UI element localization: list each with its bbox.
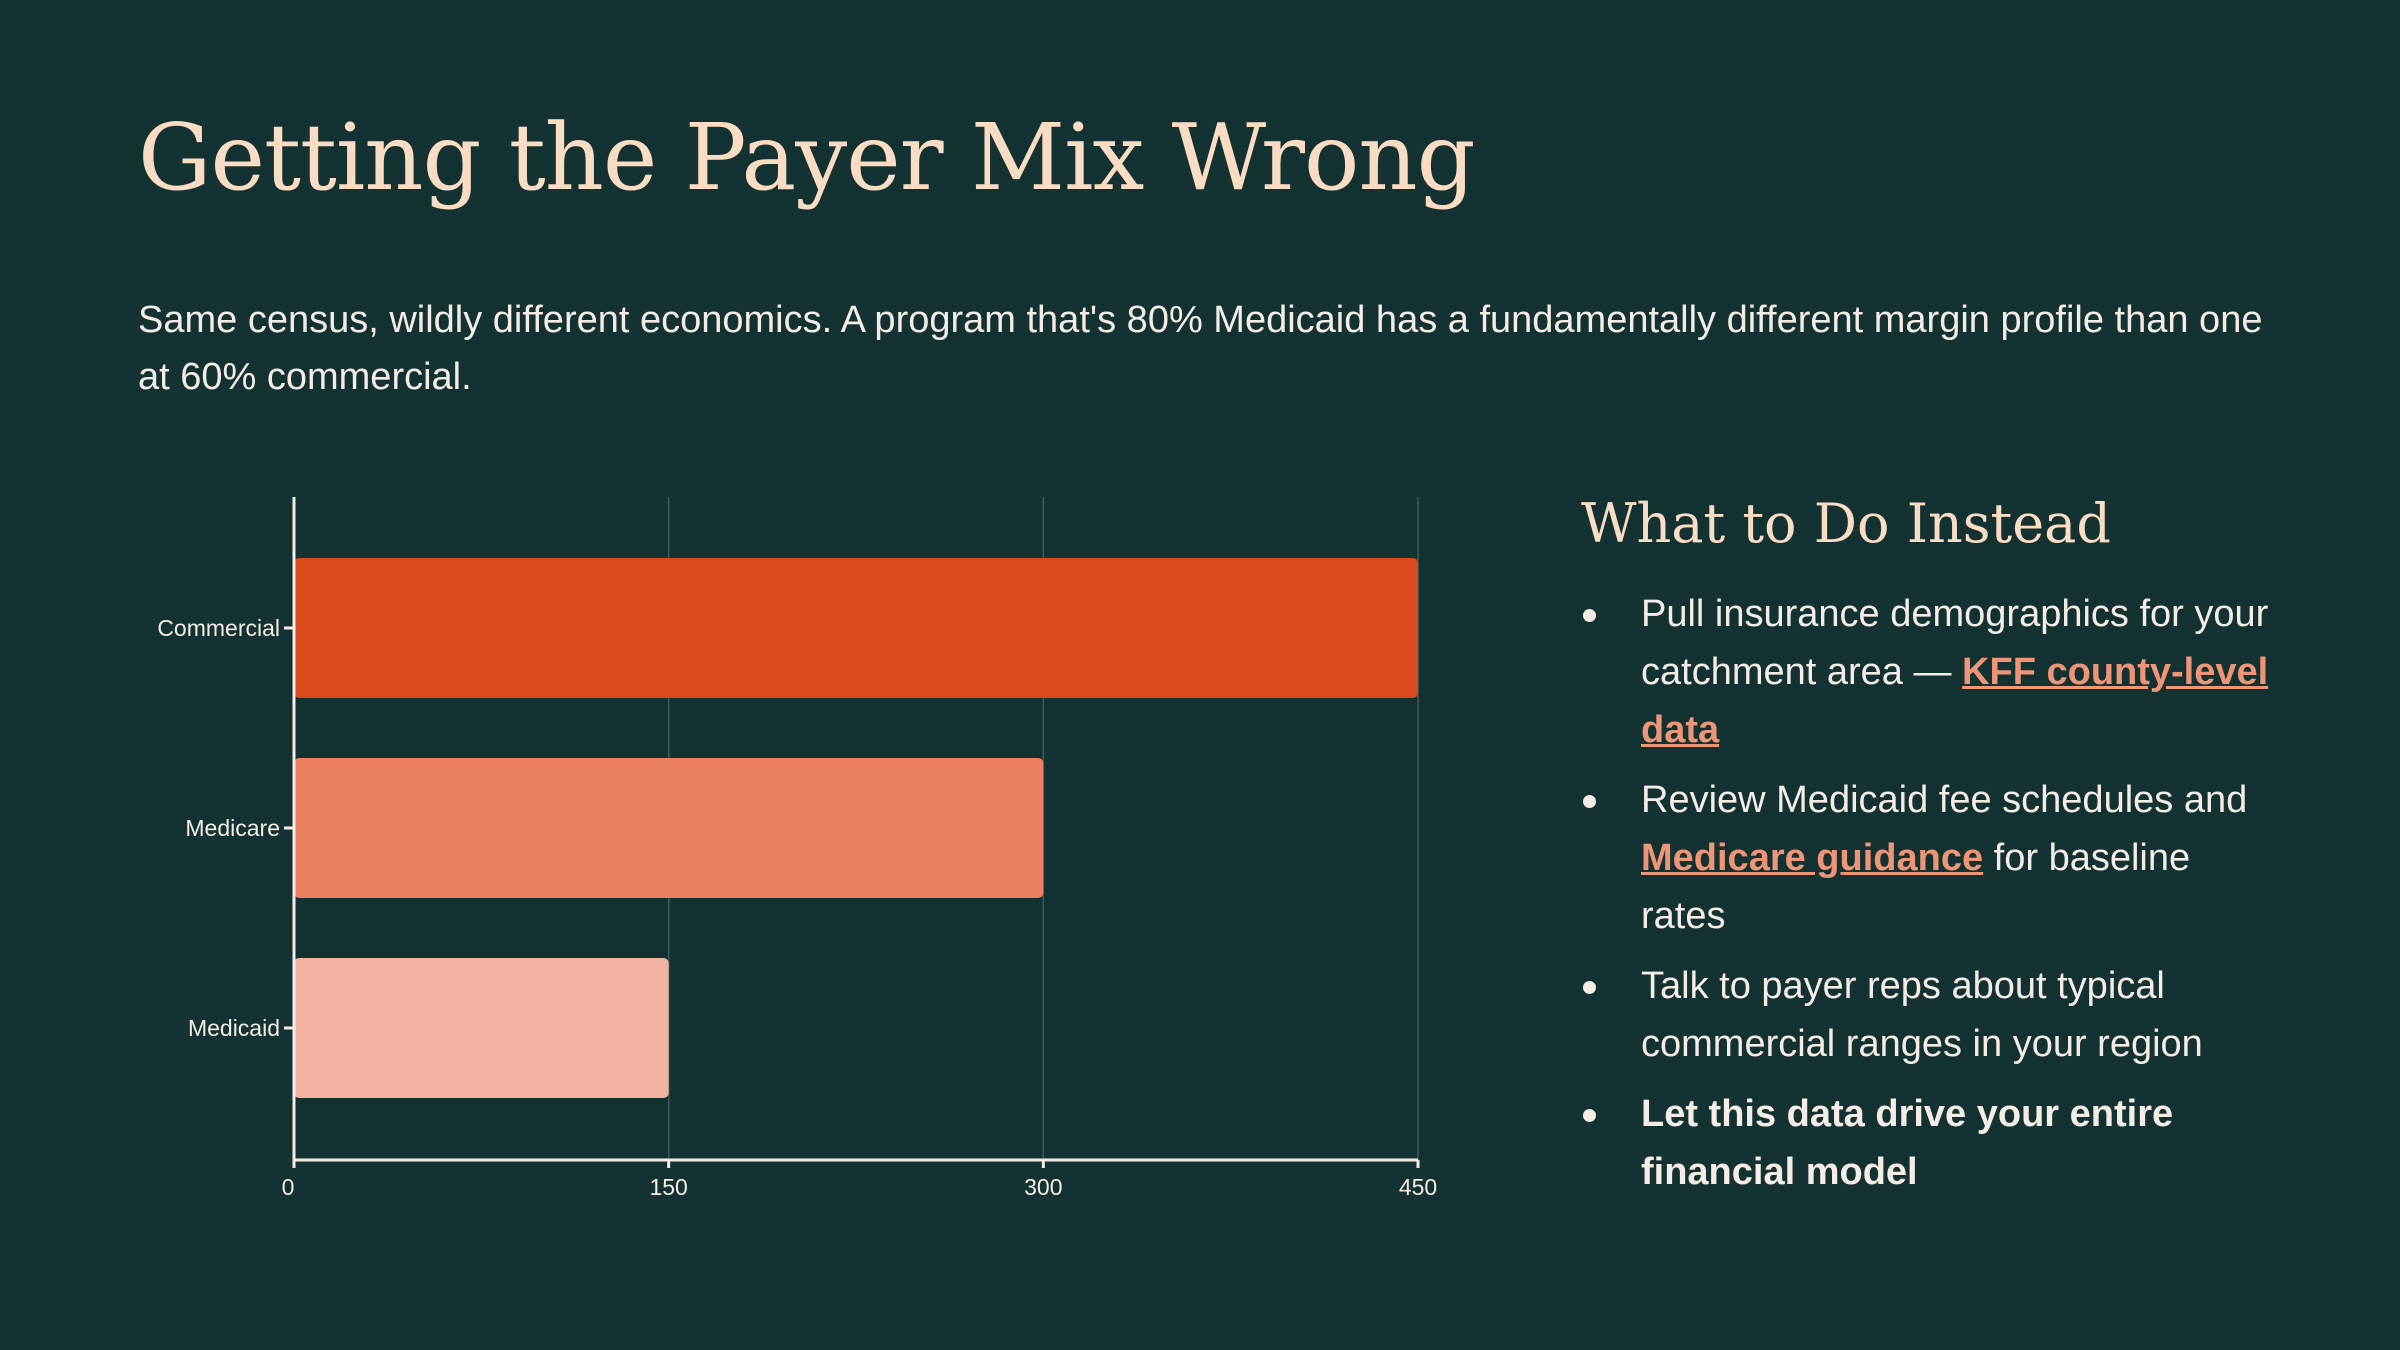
- item-text: Review Medicaid fee schedules and: [1641, 779, 2248, 821]
- recommendations-list: Pull insurance demographics for your cat…: [1581, 585, 2281, 1201]
- list-item: Let this data drive your entire financia…: [1581, 1085, 2281, 1201]
- x-tick-label: 0: [282, 1174, 295, 1200]
- bullet-icon: [1583, 795, 1596, 808]
- item-text: Pull insurance demographics for your cat…: [1641, 593, 2269, 693]
- item-text: for baseline rates: [1641, 837, 2191, 937]
- bullet-icon: [1583, 981, 1596, 994]
- y-tick-label: Medicare: [185, 815, 280, 841]
- page-subtitle: Same census, wildly different economics.…: [138, 299, 2263, 398]
- x-tick-label: 450: [1399, 1174, 1437, 1200]
- bar-medicaid: [294, 958, 669, 1098]
- recommendations-panel: What to Do Instead Pull insurance demogr…: [1581, 492, 2281, 1213]
- y-tick-label: Medicaid: [188, 1015, 280, 1041]
- page-title: Getting the Payer Mix Wrong: [138, 104, 1476, 211]
- payer-mix-bar-chart: Commercial Medicare Medicaid 0 150 300 450: [157, 497, 1437, 1200]
- bullet-icon: [1583, 1109, 1596, 1122]
- bar-medicare: [294, 758, 1044, 898]
- item-text: Talk to payer reps about typical commerc…: [1641, 965, 2203, 1065]
- x-tick-label: 300: [1024, 1174, 1062, 1200]
- bar-commercial: [294, 558, 1418, 698]
- list-item: Review Medicaid fee schedules and Medica…: [1581, 771, 2281, 945]
- kff-data-link[interactable]: KFF county-level data: [1641, 651, 2269, 751]
- x-tick-label: 150: [649, 1174, 687, 1200]
- list-item: Talk to payer reps about typical commerc…: [1581, 957, 2281, 1073]
- bullet-icon: [1583, 609, 1596, 622]
- item-text: Let this data drive your entire financia…: [1641, 1093, 2174, 1193]
- list-item: Pull insurance demographics for your cat…: [1581, 585, 2281, 759]
- recommendations-heading: What to Do Instead: [1581, 492, 2111, 555]
- y-tick-label: Commercial: [157, 615, 280, 641]
- medicare-guidance-link[interactable]: Medicare guidance: [1641, 837, 1984, 879]
